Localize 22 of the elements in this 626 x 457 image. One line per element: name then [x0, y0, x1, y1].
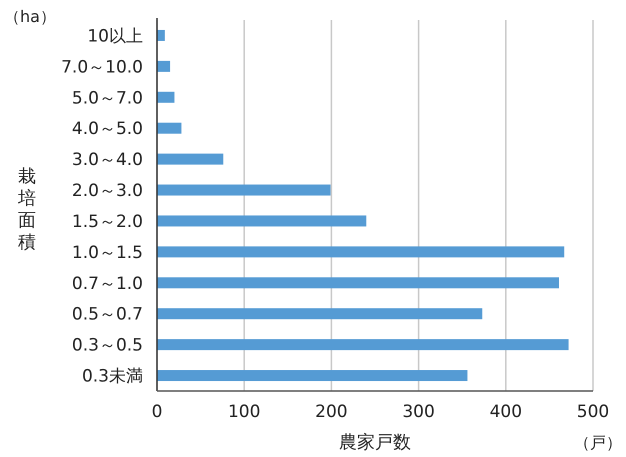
text: （ha）	[4, 7, 56, 26]
y-tick-label: 4.0～5.0	[72, 119, 143, 140]
y-tick-label: 0.7～1.0	[72, 274, 143, 294]
y-tick-label: 0.5～0.7	[72, 304, 143, 325]
x-tick-label: 400	[490, 402, 522, 422]
x-tick-label: 200	[315, 402, 348, 422]
text: （戸）	[574, 433, 622, 452]
x-tick-label: 100	[228, 402, 260, 422]
y-tick-label: 2.0～3.0	[72, 181, 143, 202]
x-tick-label: 0	[152, 402, 162, 422]
y-tick-label: 3.0～4.0	[72, 150, 143, 170]
y-tick-label: 1.5～2.0	[72, 212, 143, 232]
y-tick-label: 7.0～10.0	[61, 57, 143, 78]
y-tick-label: 10以上	[87, 26, 143, 46]
x-axis-title: 農家戸数	[339, 432, 411, 453]
x-tick-label: 500	[576, 402, 610, 422]
y-tick-label: 0.3未満	[82, 366, 143, 387]
y-tick-label: 1.0～1.5	[72, 242, 143, 263]
y-tick-label: 5.0～7.0	[72, 88, 143, 108]
y-tick-label: 0.3～0.5	[72, 336, 143, 356]
y-axis-title: 栽培面積	[17, 166, 36, 253]
x-tick-label: 300	[402, 402, 435, 422]
